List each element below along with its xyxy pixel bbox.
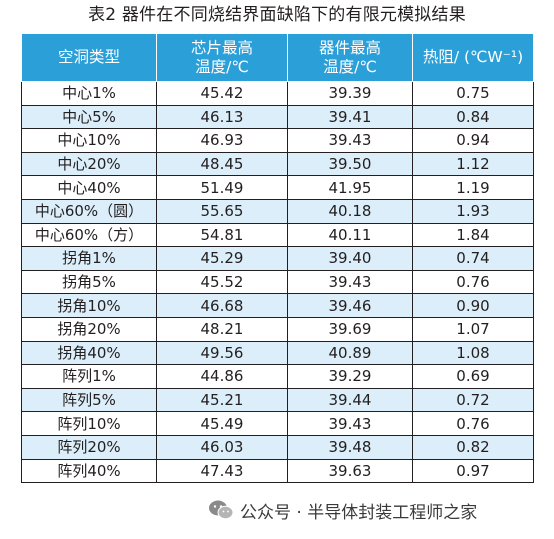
cell-void-type: 阵列10% (21, 411, 157, 436)
cell-device-max-temp: 39.50 (287, 151, 413, 177)
cell-device-max-temp: 40.89 (287, 340, 413, 366)
cell-void-type: 中心1% (21, 81, 157, 106)
cell-thermal-resistance: 0.75 (412, 81, 534, 106)
table-row: 阵列10% 45.49 39.43 0.76 (21, 411, 534, 436)
table-row: 中心60%（方） 54.81 40.11 1.84 (21, 222, 534, 248)
table-row: 中心20% 48.45 39.50 1.12 (21, 151, 534, 177)
header-row: 空洞类型 芯片最高 温度/℃ 器件最高 温度/℃ 热阻/ (℃W⁻¹) (21, 33, 534, 82)
table-row: 拐角40% 49.56 40.89 1.08 (21, 340, 534, 366)
cell-void-type: 拐角40% (21, 340, 157, 366)
cell-void-type: 阵列40% (21, 458, 157, 484)
cell-chip-max-temp: 45.49 (156, 411, 288, 436)
cell-device-max-temp: 39.43 (287, 128, 413, 153)
cell-chip-max-temp: 46.13 (156, 104, 288, 130)
cell-chip-max-temp: 45.52 (156, 269, 288, 295)
table-row: 中心40% 51.49 41.95 1.19 (21, 175, 534, 200)
watermark-text: 公众号 · 半导体封装工程师之家 (240, 502, 478, 523)
table-row: 拐角1% 45.29 39.40 0.74 (21, 246, 534, 271)
table-title: 表2 器件在不同烧结界面缺陷下的有限元模拟结果 (88, 5, 466, 25)
cell-thermal-resistance: 0.74 (412, 246, 534, 271)
cell-device-max-temp: 39.43 (287, 411, 413, 436)
cell-device-max-temp: 39.40 (287, 246, 413, 271)
cell-void-type: 阵列1% (21, 364, 157, 389)
cell-chip-max-temp: 48.45 (156, 151, 288, 177)
cell-void-type: 中心10% (21, 128, 157, 153)
cell-thermal-resistance: 1.08 (412, 340, 534, 366)
cell-void-type: 拐角1% (21, 246, 157, 271)
cell-chip-max-temp: 45.42 (156, 81, 288, 106)
table-row: 中心5% 46.13 39.41 0.84 (21, 104, 534, 130)
cell-thermal-resistance: 0.82 (412, 434, 534, 460)
cell-chip-max-temp: 46.93 (156, 128, 288, 153)
cell-thermal-resistance: 1.93 (412, 198, 534, 224)
cell-void-type: 中心60%（圆） (21, 198, 157, 224)
cell-chip-max-temp: 49.56 (156, 340, 288, 366)
cell-void-type: 阵列5% (21, 387, 157, 413)
cell-chip-max-temp: 45.21 (156, 387, 288, 413)
cell-chip-max-temp: 44.86 (156, 364, 288, 389)
table-row: 拐角10% 46.68 39.46 0.90 (21, 293, 534, 318)
cell-thermal-resistance: 0.69 (412, 364, 534, 389)
table-row: 阵列1% 44.86 39.29 0.69 (21, 364, 534, 389)
cell-chip-max-temp: 47.43 (156, 458, 288, 484)
cell-chip-max-temp: 55.65 (156, 198, 288, 224)
cell-chip-max-temp: 46.68 (156, 293, 288, 318)
cell-chip-max-temp: 51.49 (156, 175, 288, 200)
results-table: 空洞类型 芯片最高 温度/℃ 器件最高 温度/℃ 热阻/ (℃W⁻¹) 中心1%… (21, 33, 534, 484)
cell-chip-max-temp: 46.03 (156, 434, 288, 460)
cell-void-type: 中心40% (21, 175, 157, 200)
cell-device-max-temp: 39.44 (287, 387, 413, 413)
table-row: 阵列40% 47.43 39.63 0.97 (21, 458, 534, 484)
table-row: 中心60%（圆） 55.65 40.18 1.93 (21, 198, 534, 224)
cell-void-type: 拐角10% (21, 293, 157, 318)
table-row: 拐角20% 48.21 39.69 1.07 (21, 316, 534, 342)
cell-void-type: 拐角20% (21, 316, 157, 342)
cell-void-type: 中心20% (21, 151, 157, 177)
cell-thermal-resistance: 0.94 (412, 128, 534, 153)
cell-device-max-temp: 40.11 (287, 222, 413, 248)
cell-thermal-resistance: 0.76 (412, 411, 534, 436)
header-device-max-temp: 器件最高 温度/℃ (287, 33, 413, 82)
cell-device-max-temp: 39.69 (287, 316, 413, 342)
cell-thermal-resistance: 1.12 (412, 151, 534, 177)
cell-chip-max-temp: 48.21 (156, 316, 288, 342)
table-row: 中心1% 45.42 39.39 0.75 (21, 81, 534, 106)
cell-device-max-temp: 39.43 (287, 269, 413, 295)
cell-thermal-resistance: 1.07 (412, 316, 534, 342)
cell-device-max-temp: 40.18 (287, 198, 413, 224)
cell-thermal-resistance: 1.19 (412, 175, 534, 200)
cell-void-type: 阵列20% (21, 434, 157, 460)
table-row: 拐角5% 45.52 39.43 0.76 (21, 269, 534, 295)
cell-device-max-temp: 39.41 (287, 104, 413, 130)
table-row: 阵列20% 46.03 39.48 0.82 (21, 434, 534, 460)
cell-device-max-temp: 39.29 (287, 364, 413, 389)
cell-thermal-resistance: 1.84 (412, 222, 534, 248)
cell-thermal-resistance: 0.72 (412, 387, 534, 413)
cell-device-max-temp: 39.39 (287, 81, 413, 106)
cell-thermal-resistance: 0.84 (412, 104, 534, 130)
table-body: 中心1% 45.42 39.39 0.75 中心5% 46.13 39.41 0.84 中心10… (21, 81, 534, 484)
cell-device-max-temp: 39.63 (287, 458, 413, 484)
wechat-icon (208, 499, 234, 521)
watermark: 公众号 · 半导体封装工程师之家 (208, 496, 482, 524)
header-void-type: 空洞类型 (21, 33, 157, 82)
cell-device-max-temp: 39.46 (287, 293, 413, 318)
header-thermal-resistance: 热阻/ (℃W⁻¹) (412, 33, 534, 82)
header-chip-max-temp: 芯片最高 温度/℃ (156, 33, 288, 82)
table-row: 中心10% 46.93 39.43 0.94 (21, 128, 534, 153)
cell-chip-max-temp: 45.29 (156, 246, 288, 271)
cell-void-type: 拐角5% (21, 269, 157, 295)
cell-thermal-resistance: 0.76 (412, 269, 534, 295)
cell-thermal-resistance: 0.90 (412, 293, 534, 318)
cell-void-type: 中心60%（方） (21, 222, 157, 248)
cell-device-max-temp: 39.48 (287, 434, 413, 460)
cell-void-type: 中心5% (21, 104, 157, 130)
cell-thermal-resistance: 0.97 (412, 458, 534, 484)
table-row: 阵列5% 45.21 39.44 0.72 (21, 387, 534, 413)
cell-chip-max-temp: 54.81 (156, 222, 288, 248)
cell-device-max-temp: 41.95 (287, 175, 413, 200)
